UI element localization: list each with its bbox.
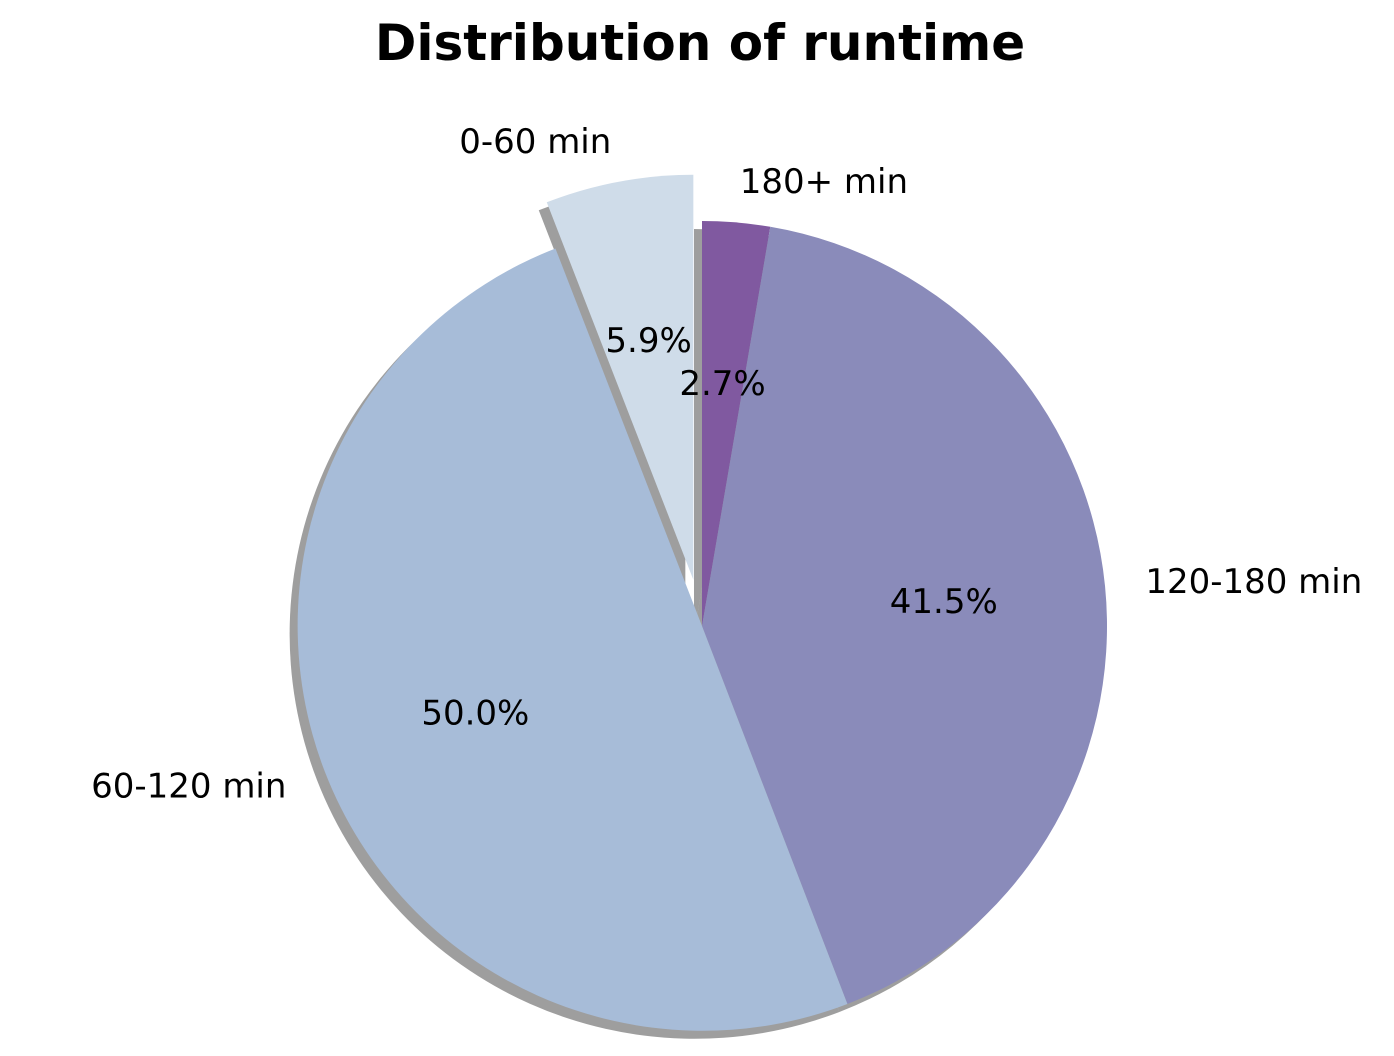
pie-slice-0-60-min [546,174,694,580]
slice-percent-120-180-min: 41.5% [890,582,998,622]
pie-slice-layer [297,174,1108,1031]
pie-label-layer: 180+ min 2.7% 120-180 min 41.5% 60-120 min 50… [91,122,1362,807]
slice-percent-180plus-min: 2.7% [679,364,765,404]
slice-label-180plus-min: 180+ min [740,162,908,202]
slice-percent-60-120-min: 50.0% [421,694,529,734]
slice-label-0-60-min: 0-60 min [459,122,611,162]
slice-label-120-180-min: 120-180 min [1145,562,1362,602]
pie-slice-120-180-min [702,226,1108,1005]
chart-title: Distribution of runtime [374,14,1026,72]
slice-label-60-120-min: 60-120 min [91,767,286,807]
pie-slice-180plus-min [702,221,771,626]
slice-percent-0-60-min: 5.9% [605,321,691,361]
pie-slice-60-120-min [297,248,848,1031]
